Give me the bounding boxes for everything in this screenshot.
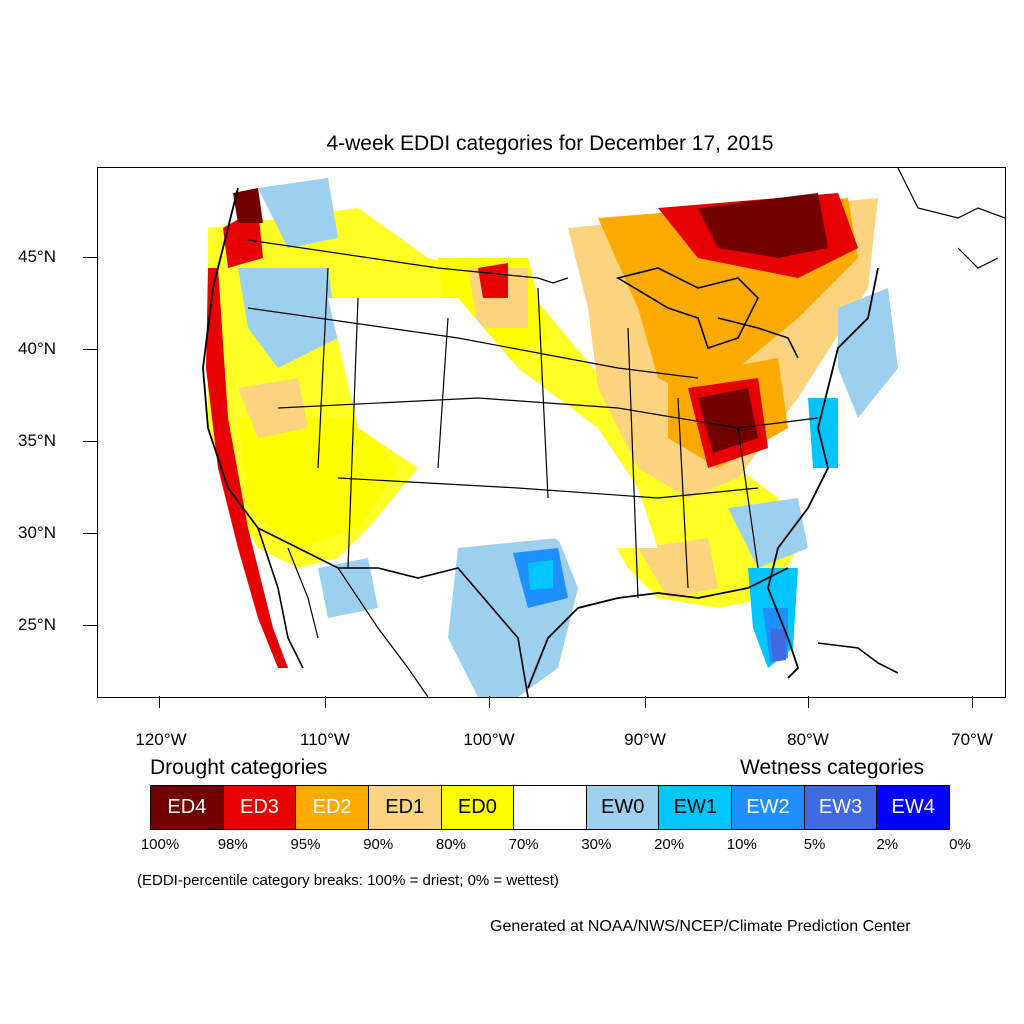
map-canvas — [202, 168, 1005, 697]
lon-tick — [489, 696, 490, 708]
lon-tick — [808, 696, 809, 708]
legend-break-label: 90% — [363, 836, 394, 853]
lon-label: 110°W — [300, 730, 350, 749]
wetness-heading: Wetness categories — [740, 756, 925, 779]
lon-tick — [159, 696, 160, 708]
lat-label: 30°N — [18, 523, 56, 542]
legend-cell: EW0 — [586, 786, 660, 829]
lat-tick — [83, 625, 97, 626]
legend-break-label: 98% — [217, 836, 248, 853]
lat-tick — [83, 441, 97, 442]
legend-break-label: 0% — [949, 836, 971, 853]
lon-label: 90°W — [624, 730, 666, 749]
legend-break-label: 20% — [654, 836, 685, 853]
legend-break-label: 95% — [290, 836, 321, 853]
legend-cell: ED3 — [223, 786, 297, 829]
lon-label: 100°W — [463, 730, 515, 749]
legend-cell — [514, 786, 587, 829]
eddi-map — [97, 167, 1006, 698]
lat-label: 45°N — [18, 247, 56, 266]
breaks-note: (EDDI-percentile category breaks: 100% =… — [137, 872, 559, 889]
lon-tick — [325, 696, 326, 708]
legend-cell: ED2 — [296, 786, 369, 829]
legend-cell: EW2 — [732, 786, 805, 829]
legend-cell: ED4 — [151, 786, 224, 829]
lon-label: 70°W — [951, 730, 993, 749]
lat-label: 25°N — [18, 615, 56, 634]
boundaries — [202, 168, 1005, 697]
legend-cell: EW4 — [877, 786, 950, 829]
lon-label: 80°W — [787, 730, 829, 749]
lat-label: 40°N — [18, 339, 56, 358]
lon-tick — [645, 696, 646, 708]
legend-break-label: 2% — [876, 836, 899, 853]
credit-line: Generated at NOAA/NWS/NCEP/Climate Predi… — [490, 918, 911, 935]
lat-tick — [83, 257, 97, 258]
legend-colorbar: ED4 ED3 ED2 ED1 ED0 EW0 EW1 EW2 EW3 EW4 — [150, 785, 950, 830]
lon-tick — [972, 696, 973, 708]
lat-label: 35°N — [18, 431, 56, 450]
legend-cell: ED1 — [368, 786, 442, 829]
legend-break-label: 10% — [726, 836, 757, 853]
legend-cell: ED0 — [441, 786, 515, 829]
legend-cell: EW1 — [659, 786, 733, 829]
legend-break-label: 30% — [581, 836, 612, 853]
legend-break-label: 5% — [803, 836, 826, 853]
legend-break-label: 70% — [508, 836, 539, 853]
legend-break-label: 100% — [140, 836, 180, 853]
legend-cell: EW3 — [804, 786, 878, 829]
map-title: 4-week EDDI categories for December 17, … — [326, 132, 774, 155]
lat-tick — [83, 349, 97, 350]
legend-break-label: 80% — [435, 836, 466, 853]
drought-heading: Drought categories — [150, 756, 328, 779]
category-shading — [206, 178, 898, 697]
lat-tick — [83, 533, 97, 534]
lon-label: 120°W — [135, 730, 187, 749]
